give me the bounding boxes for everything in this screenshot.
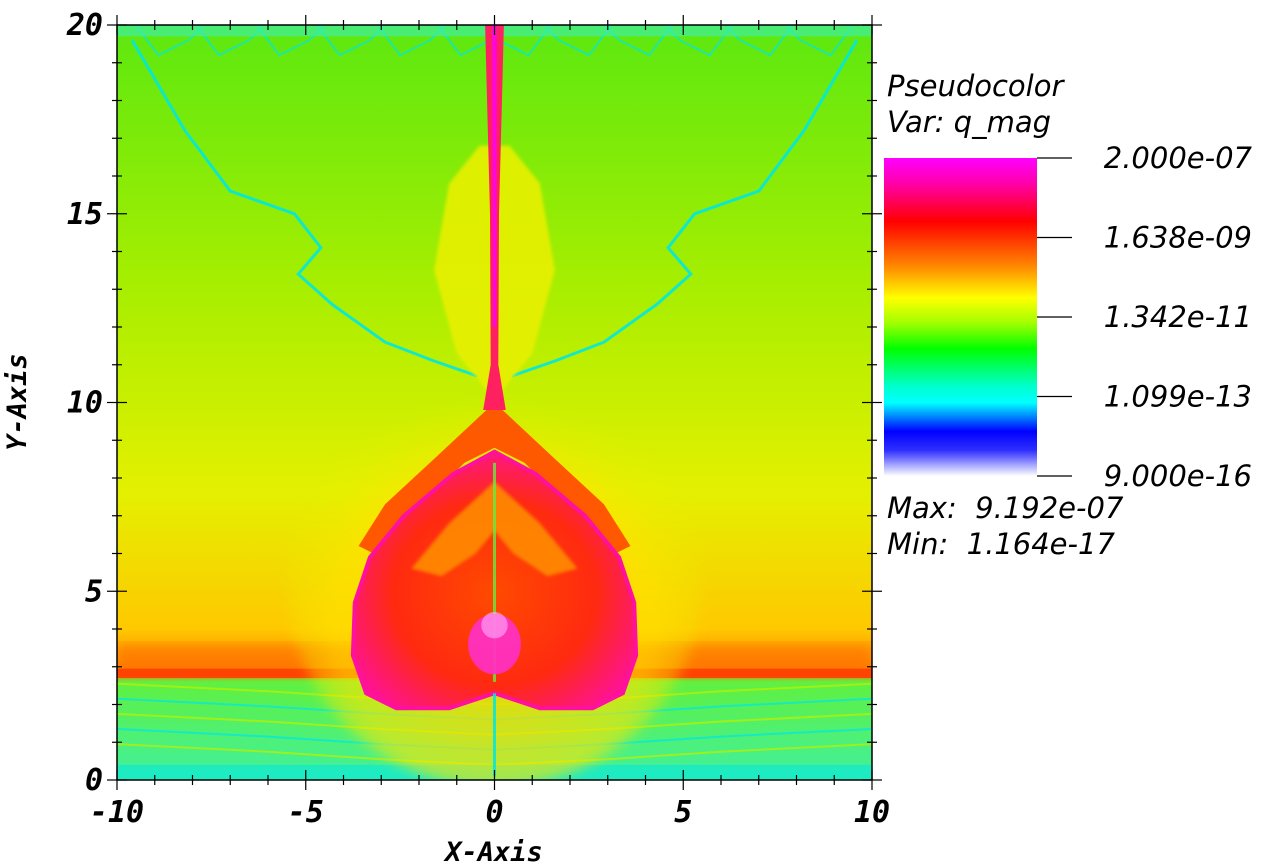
legend-tick-label: 1.342e-11: [1104, 300, 1252, 334]
axis-ticks: [107, 15, 882, 790]
core-highlight: [481, 612, 508, 639]
jet-spine: [492, 25, 497, 327]
y-tick-label: 0: [85, 763, 103, 798]
shock-arm-right: [494, 402, 631, 554]
legend-colorbar: [884, 158, 1037, 476]
legend-tick-label: 2.000e-07: [1104, 141, 1253, 175]
legend: Pseudocolor Var: q_mag 2.000e-07 1.638e-0…: [884, 69, 1253, 561]
x-axis-title: X-Axis: [443, 837, 543, 866]
legend-min: Min: 1.164e-17: [887, 527, 1115, 561]
legend-tick-label: 1.099e-13: [1104, 380, 1252, 414]
x-tick-label: 5: [674, 795, 692, 830]
x-tick-label: -10: [90, 795, 144, 830]
legend-variable: Var: q_mag: [887, 105, 1051, 139]
x-tick-label: -5: [288, 795, 324, 830]
legend-title: Pseudocolor: [887, 69, 1065, 103]
wing-filament-left: [130, 39, 478, 378]
x-tick-labels: -10 -5 0 5 10: [90, 795, 890, 830]
y-tick-label: 10: [67, 386, 103, 421]
y-tick-label: 15: [67, 197, 103, 232]
y-tick-label: 5: [85, 574, 103, 609]
core: [468, 613, 521, 675]
y-tick-label: 20: [66, 8, 103, 43]
heatmap-field: [117, 25, 872, 780]
y-axis-title: Y-Axis: [2, 353, 33, 451]
legend-tick-label: 1.638e-09: [1104, 221, 1252, 255]
y-tick-labels: 0 5 10 15 20: [66, 8, 103, 798]
legend-max: Max: 9.192e-07: [887, 491, 1124, 525]
wing-filament-right: [511, 39, 859, 378]
x-tick-label: 10: [854, 795, 890, 830]
legend-ticks: 2.000e-07 1.638e-09 1.342e-11 1.099e-13 9.00…: [1037, 141, 1253, 493]
shock-arm-left: [358, 402, 495, 554]
x-tick-label: 0: [485, 795, 503, 830]
legend-tick-label: 9.000e-16: [1104, 459, 1252, 493]
